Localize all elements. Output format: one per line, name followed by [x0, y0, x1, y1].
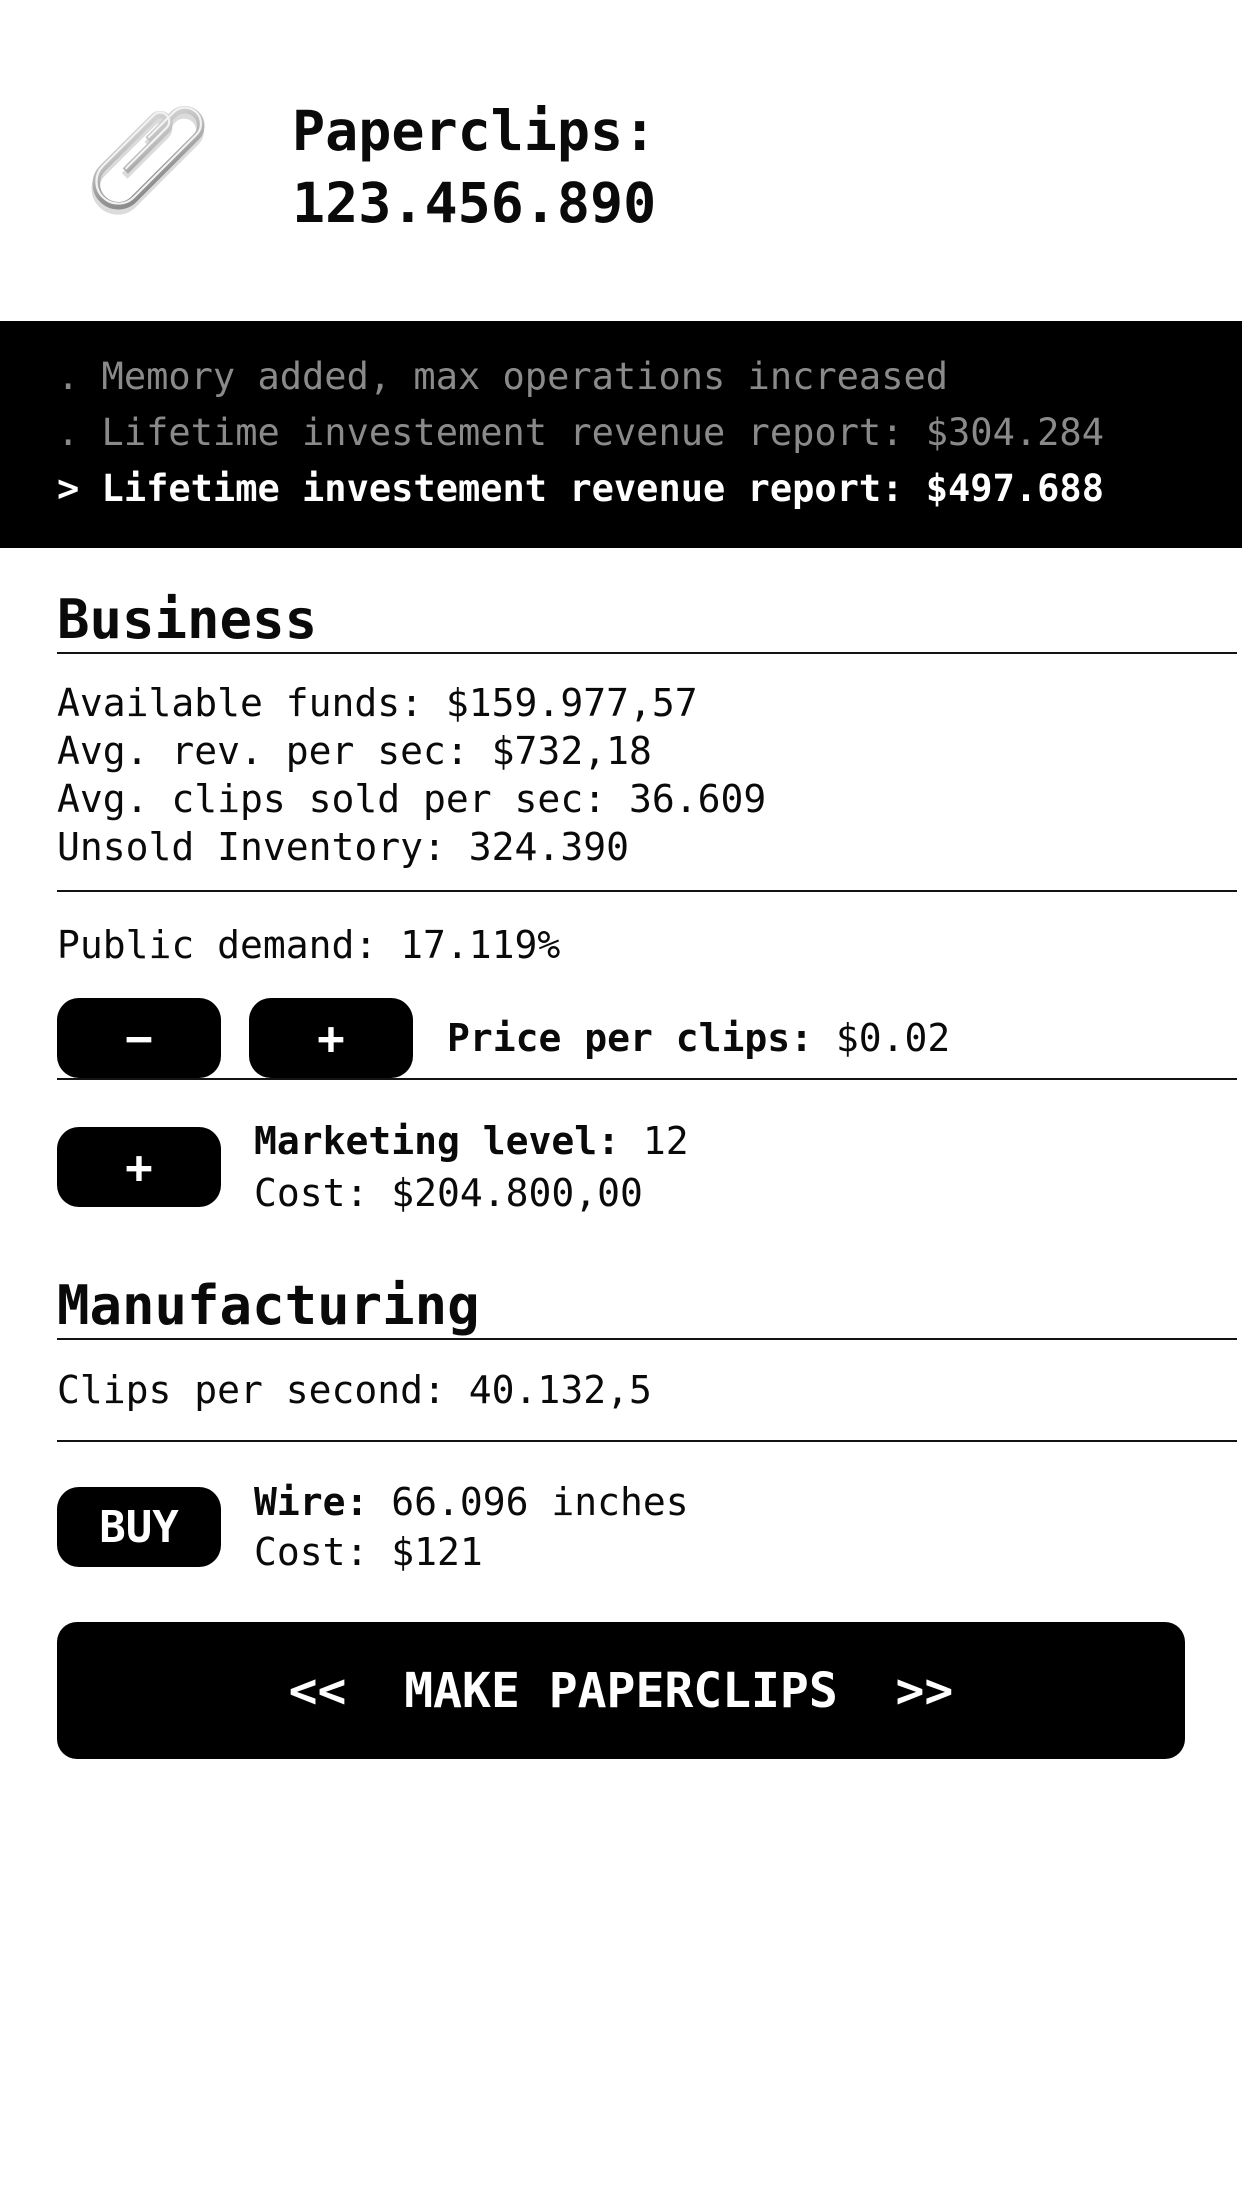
- marketing-level: Marketing level: 12: [254, 1115, 689, 1167]
- wire-value: 66.096 inches: [391, 1480, 689, 1524]
- header: Paperclips: 123.456.890: [0, 0, 1242, 321]
- price-per-clip-label: Price per clips:: [447, 1016, 814, 1060]
- wire-cost: Cost: $121: [254, 1530, 483, 1574]
- main-content: Business Available funds: $159.977,57 Av…: [0, 588, 1242, 1759]
- buy-wire-button[interactable]: BUY: [57, 1487, 221, 1567]
- paperclip-count-value: 123.456.890: [292, 171, 657, 235]
- console-line: . Memory added, max operations increased: [57, 355, 949, 398]
- raise-price-button[interactable]: +: [249, 998, 413, 1078]
- price-per-clip: Price per clips: $0.02: [447, 1013, 950, 1063]
- wire-amount: Wire: 66.096 inches: [254, 1477, 689, 1527]
- console-line-latest: > Lifetime investement revenue report: $…: [57, 467, 1104, 510]
- avg-revenue-per-sec: Avg. rev. per sec: $732,18: [57, 729, 652, 773]
- avg-clips-sold-per-sec: Avg. clips sold per sec: 36.609: [57, 777, 767, 821]
- divider: [57, 1338, 1237, 1340]
- lower-price-button[interactable]: −: [57, 998, 221, 1078]
- wire-row: BUY Wire: 66.096 inches Cost: $121: [57, 1477, 1185, 1577]
- business-heading: Business: [57, 588, 318, 651]
- wire-info: Wire: 66.096 inches Cost: $121: [254, 1477, 689, 1577]
- paperclip-count-label: Paperclips:: [292, 99, 657, 163]
- divider: [57, 890, 1237, 892]
- make-paperclips-button[interactable]: << MAKE PAPERCLIPS >>: [57, 1622, 1185, 1759]
- minus-icon: −: [125, 1011, 153, 1065]
- divider: [57, 652, 1237, 654]
- marketing-level-value: 12: [642, 1119, 689, 1163]
- divider: [57, 1440, 1237, 1442]
- marketing-level-label: Marketing level:: [254, 1119, 621, 1163]
- page-title: Paperclips: 123.456.890: [292, 45, 656, 239]
- available-funds: Available funds: $159.977,57: [57, 681, 698, 725]
- marketing-row: + Marketing level: 12 Cost: $204.800,00: [57, 1115, 1185, 1219]
- price-per-clip-value: $0.02: [835, 1016, 951, 1060]
- public-demand: Public demand: 17.119%: [57, 923, 561, 967]
- plus-icon: +: [317, 1011, 345, 1065]
- marketing-info: Marketing level: 12 Cost: $204.800,00: [254, 1115, 689, 1219]
- business-stats: Available funds: $159.977,57 Avg. rev. p…: [57, 679, 1185, 871]
- paperclip-icon: [48, 45, 248, 263]
- divider: [57, 1078, 1237, 1080]
- clips-per-second: Clips per second: 40.132,5: [57, 1368, 652, 1412]
- message-console: . Memory added, max operations increased…: [0, 321, 1242, 548]
- upgrade-marketing-button[interactable]: +: [57, 1127, 221, 1207]
- price-controls-row: − + Price per clips: $0.02: [57, 998, 1185, 1078]
- console-line: . Lifetime investement revenue report: $…: [57, 411, 1104, 454]
- plus-icon: +: [125, 1140, 153, 1194]
- manufacturing-heading: Manufacturing: [57, 1274, 480, 1337]
- unsold-inventory: Unsold Inventory: 324.390: [57, 825, 629, 869]
- wire-label: Wire:: [254, 1480, 369, 1524]
- marketing-cost: Cost: $204.800,00: [254, 1171, 643, 1215]
